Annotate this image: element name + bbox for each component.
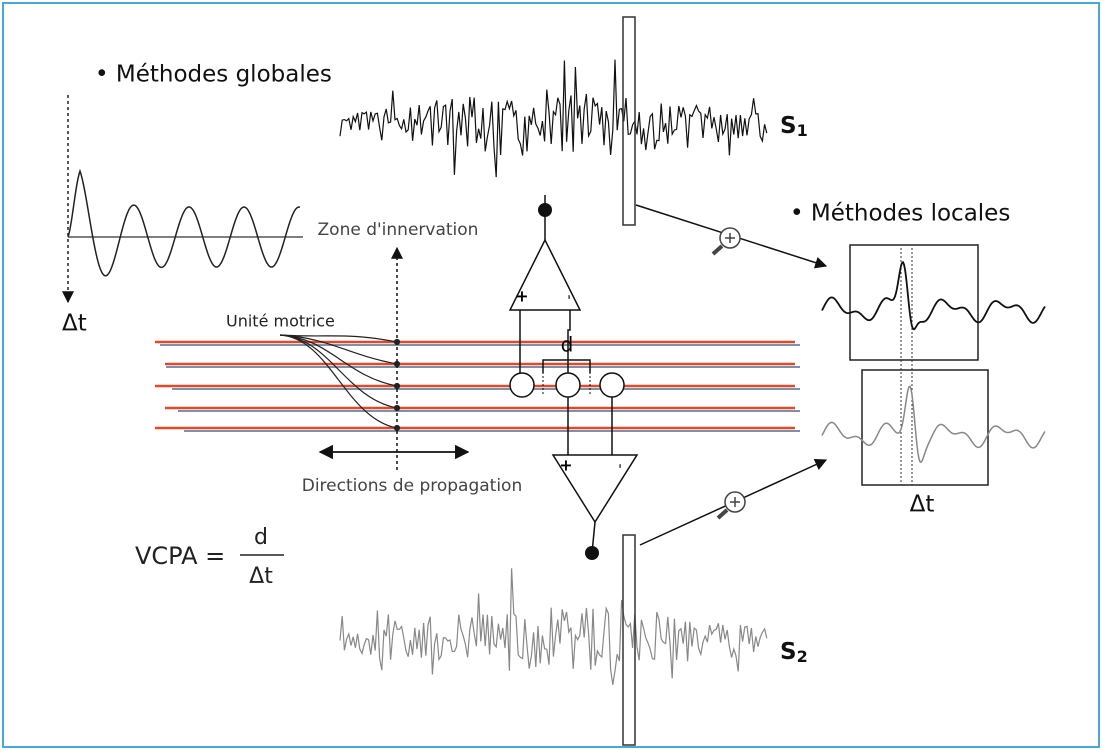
electrodes — [509, 372, 625, 398]
formula-numerator: d — [254, 525, 268, 550]
s2-index: 2 — [797, 647, 808, 666]
s1-label: S1 — [780, 113, 808, 140]
local-methods-label: • Méthodes locales — [790, 201, 1010, 227]
fibres — [155, 340, 800, 432]
motor-unit — [279, 334, 401, 432]
local-delta: Δt — [910, 492, 935, 518]
global-delta: Δt — [62, 311, 87, 337]
output-dot-2 — [585, 546, 599, 560]
s2-symbol: S — [780, 639, 797, 665]
innervation-label: Zone d'innervation — [318, 220, 479, 240]
s2-label: S2 — [780, 639, 808, 666]
output-dot-1 — [538, 203, 552, 217]
endplate — [393, 360, 401, 368]
endplate — [393, 404, 401, 412]
branch — [279, 334, 398, 429]
plus-2: + — [559, 456, 572, 475]
formula-denominator: Δt — [249, 564, 273, 589]
distance-label: d — [561, 333, 574, 357]
minus-2: - — [612, 463, 628, 468]
motor-unit-label: Unité motrice — [226, 312, 335, 331]
lower-amplifier — [551, 397, 639, 554]
window-s2 — [622, 534, 636, 746]
plus-1: + — [515, 287, 528, 306]
signal-s2 — [339, 568, 768, 685]
s1-index: 1 — [797, 121, 808, 140]
local-wave-2 — [821, 385, 1046, 464]
distance-bracket — [542, 359, 591, 373]
formula-lhs: VCPA = — [135, 542, 225, 570]
local-box-1 — [849, 244, 979, 361]
signal-s1 — [339, 59, 768, 178]
propagation-label: Directions de propagation — [302, 476, 523, 496]
global-wave — [67, 168, 301, 277]
endplate — [393, 424, 401, 432]
local-wave-1 — [821, 260, 1046, 331]
magnifier-1 — [711, 227, 741, 256]
local-box-2 — [861, 369, 989, 486]
window-s1 — [622, 16, 636, 226]
branch — [279, 334, 398, 343]
endplate — [393, 338, 401, 346]
s1-symbol: S — [780, 113, 797, 139]
minus-1: - — [561, 294, 577, 299]
global-methods-label: • Méthodes globales — [95, 62, 332, 88]
endplate — [393, 382, 401, 390]
branch — [279, 334, 398, 365]
magnifier-2 — [716, 491, 746, 520]
